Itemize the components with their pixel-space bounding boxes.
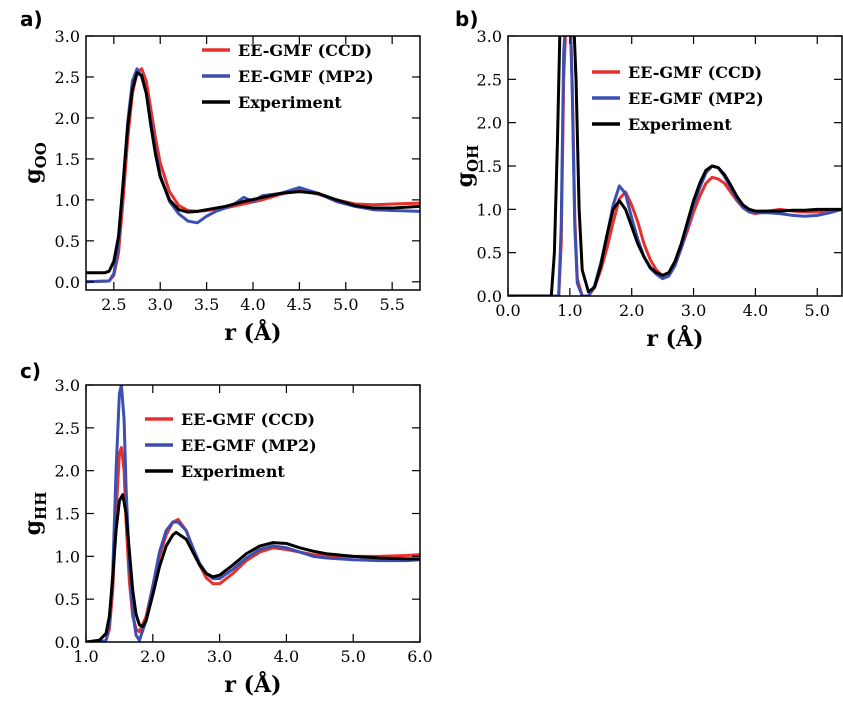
y-tick-label: 2.5	[477, 70, 502, 89]
y-tick-label: 2.0	[55, 109, 80, 128]
y-axis-label-main: g	[452, 172, 478, 187]
y-tick-label: 1.0	[55, 547, 80, 566]
x-axis-label: r (Å)	[224, 319, 281, 346]
y-tick-label: 3.0	[477, 27, 502, 46]
y-tick-label: 1.0	[55, 191, 80, 210]
y-tick-label: 3.0	[55, 27, 80, 46]
legend-label-2: Experiment	[628, 115, 732, 134]
y-axis-label-sub: OH	[464, 145, 482, 172]
y-tick-label: 2.5	[55, 419, 80, 438]
legend: EE-GMF (CCD) EE-GMF (MP2) Experiment	[202, 41, 374, 112]
y-tick-label: 3.0	[55, 376, 80, 395]
chart-panel-2: c) 1.0 2.0 3.0 4.0 5.0 6.0 0.0 0.5 1.0 1.5 2.0 2.5 3.…	[20, 359, 433, 698]
x-tick-label: 4.0	[240, 295, 265, 314]
legend-label-0: EE-GMF (CCD)	[628, 63, 762, 82]
legend: EE-GMF (CCD) EE-GMF (MP2) Experiment	[145, 410, 317, 481]
x-tick-label: 3.0	[681, 301, 706, 320]
y-tick-label: 2.0	[55, 462, 80, 481]
series-group	[86, 67, 420, 284]
y-tick-label: 0.5	[55, 232, 80, 251]
y-tick-label: 0.0	[55, 273, 80, 292]
chart-panel-1: b) 0.0 1.0 2.0 3.0 4.0 5.0 0.0 0.5 1.0 1.5 2.0 2.5 3.…	[452, 7, 843, 352]
x-axis-label: r (Å)	[646, 325, 703, 352]
x-tick-label: 5.0	[340, 647, 365, 666]
legend-label-1: EE-GMF (MP2)	[628, 89, 764, 108]
x-tick-label: 1.0	[73, 647, 98, 666]
x-tick-label: 2.5	[101, 295, 126, 314]
x-tick-label: 2.0	[619, 301, 644, 320]
series-group	[508, 36, 842, 296]
panel-letter: a)	[20, 7, 43, 31]
y-tick-label: 0.5	[55, 590, 80, 609]
y-axis-label: gOH	[452, 145, 482, 188]
series-line-2	[86, 71, 420, 275]
y-tick-label: 0.5	[477, 244, 502, 263]
series-line-2	[86, 493, 420, 642]
y-axis-label-main: g	[20, 168, 46, 183]
panel-letter: b)	[455, 7, 478, 31]
y-tick-label: 0.0	[477, 287, 502, 306]
legend-label-0: EE-GMF (CCD)	[181, 410, 315, 429]
y-axis-label-sub: OO	[32, 142, 50, 168]
x-tick-label: 3.5	[194, 295, 219, 314]
series-line-1	[508, 36, 842, 296]
x-tick-label: 2.0	[140, 647, 165, 666]
x-axis-label: r (Å)	[224, 671, 281, 698]
y-axis-label-sub: HH	[32, 492, 50, 520]
y-tick-label: 2.5	[55, 68, 80, 87]
y-axis-label: gOO	[20, 142, 50, 184]
series-line-2	[508, 36, 842, 296]
x-tick-label: 5.0	[805, 301, 830, 320]
series-line-1	[86, 385, 420, 642]
x-tick-label: 3.0	[207, 647, 232, 666]
y-axis-label-main: g	[20, 520, 46, 535]
y-tick-label: 1.5	[477, 157, 502, 176]
legend: EE-GMF (CCD) EE-GMF (MP2) Experiment	[592, 63, 764, 134]
y-axis-label: gHH	[20, 492, 50, 536]
x-tick-label: 4.5	[287, 295, 312, 314]
chart-panel-0: a) 2.5 3.0 3.5 4.0 4.5 5.0 5.5 0.0 0.5 1.0 1.5 2.0 2.…	[20, 7, 421, 346]
panel-letter: c)	[20, 359, 41, 383]
x-tick-label: 4.0	[274, 647, 299, 666]
y-tick-label: 2.0	[477, 114, 502, 133]
x-tick-label: 4.0	[743, 301, 768, 320]
x-tick-label: 5.0	[333, 295, 358, 314]
x-tick-label: 3.0	[147, 295, 172, 314]
x-tick-label: 0.0	[495, 301, 520, 320]
y-tick-label: 1.5	[55, 150, 80, 169]
y-tick-label: 1.5	[55, 505, 80, 524]
y-tick-label: 1.0	[477, 200, 502, 219]
x-tick-label: 6.0	[407, 647, 432, 666]
x-tick-label: 5.5	[379, 295, 404, 314]
x-tick-label: 1.0	[557, 301, 582, 320]
legend-label-2: Experiment	[181, 462, 285, 481]
legend-label-1: EE-GMF (MP2)	[238, 67, 374, 86]
legend-label-0: EE-GMF (CCD)	[238, 41, 372, 60]
legend-label-2: Experiment	[238, 93, 342, 112]
legend-label-1: EE-GMF (MP2)	[181, 436, 317, 455]
y-tick-label: 0.0	[55, 633, 80, 652]
series-group	[86, 385, 420, 642]
